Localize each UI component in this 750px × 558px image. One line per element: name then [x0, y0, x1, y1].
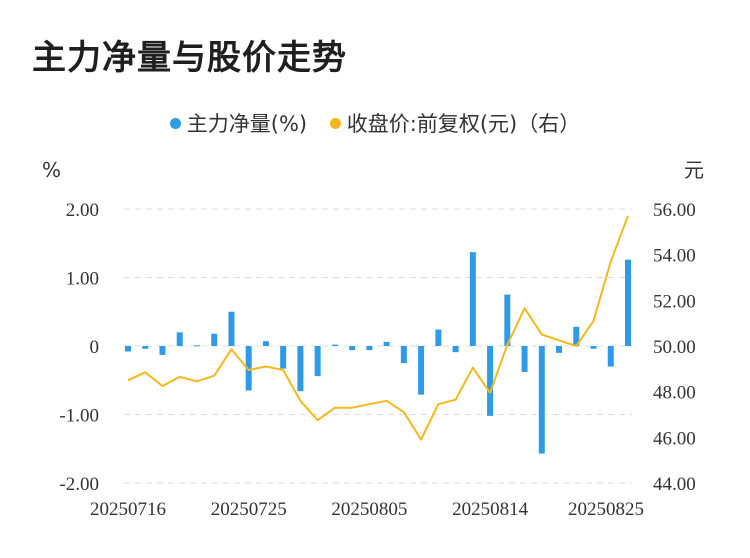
bar-27 — [590, 346, 597, 349]
bar-series-net-flow — [125, 252, 631, 454]
left-tick-label-0: 2.00 — [66, 200, 99, 221]
bar-22 — [504, 294, 511, 346]
price-line — [127, 215, 629, 441]
right-tick-label-4: 48.00 — [653, 383, 696, 404]
left-axis-unit: % — [42, 158, 61, 182]
left-tick-label-4: -2.00 — [59, 474, 99, 495]
x-tick-label-3: 20250814 — [452, 499, 529, 520]
right-axis: 56.00 54.00 52.00 50.00 48.00 46.00 44.00 元 — [653, 158, 704, 495]
right-tick-label-5: 46.00 — [653, 428, 696, 449]
bar-17 — [418, 346, 425, 395]
bar-13 — [349, 346, 356, 351]
right-axis-unit: 元 — [684, 158, 704, 182]
x-tick-label-4: 20250825 — [568, 499, 644, 520]
bar-29 — [625, 259, 631, 346]
bar-26 — [573, 326, 580, 346]
right-tick-label-2: 52.00 — [653, 291, 696, 312]
bar-7 — [245, 346, 252, 391]
right-tick-label-3: 50.00 — [653, 337, 696, 358]
right-tick-label-0: 56.00 — [653, 200, 696, 221]
bar-3 — [176, 332, 183, 346]
bar-0 — [125, 346, 131, 352]
line-series-close-price — [127, 215, 629, 441]
bar-9 — [280, 346, 287, 369]
bar-16 — [400, 346, 407, 364]
gridlines — [124, 208, 632, 484]
legend-item-close-price[interactable]: 收盘价:前复权(元)（右） — [329, 108, 581, 138]
legend-label-net-flow: 主力净量(%) — [186, 112, 308, 136]
x-axis: 20250716 20250725 20250805 20250814 20250825 — [90, 499, 644, 520]
right-tick-label-6: 44.00 — [653, 474, 696, 495]
bar-1 — [142, 346, 149, 349]
x-tick-label-2: 20250805 — [331, 499, 407, 520]
bar-21 — [487, 346, 494, 416]
left-tick-label-1: 1.00 — [66, 269, 99, 290]
left-tick-label-3: -1.00 — [59, 406, 99, 427]
bar-18 — [435, 329, 442, 346]
bar-10 — [297, 346, 304, 392]
legend-label-close-price: 收盘价:前复权(元)（右） — [346, 112, 581, 136]
chart-legend: 主力净量(%) 收盘价:前复权(元)（右） — [0, 108, 750, 138]
left-tick-label-2: 0 — [90, 337, 100, 358]
left-axis: 2.00 1.00 0 -1.00 -2.00% — [42, 158, 99, 495]
x-tick-label-0: 20250716 — [90, 499, 166, 520]
bar-8 — [262, 341, 269, 346]
bar-4 — [193, 345, 200, 347]
bar-14 — [366, 346, 373, 351]
bar-2 — [159, 346, 166, 355]
bar-11 — [314, 346, 321, 377]
bar-15 — [383, 341, 390, 346]
bar-19 — [452, 346, 459, 353]
legend-dot-close-price — [329, 117, 341, 129]
bar-23 — [521, 346, 528, 373]
x-tick-label-1: 20250725 — [211, 499, 287, 520]
bar-20 — [469, 252, 476, 346]
bar-12 — [331, 344, 338, 346]
legend-dot-net-flow — [169, 117, 181, 129]
bar-5 — [211, 333, 218, 346]
legend-item-net-flow[interactable]: 主力净量(%) — [169, 108, 308, 138]
bar-24 — [538, 346, 545, 454]
bar-28 — [607, 346, 614, 367]
chart-title: 主力净量与股价走势 — [32, 38, 347, 78]
bar-25 — [556, 346, 563, 353]
bar-6 — [228, 311, 235, 346]
right-tick-label-1: 54.00 — [653, 246, 696, 267]
